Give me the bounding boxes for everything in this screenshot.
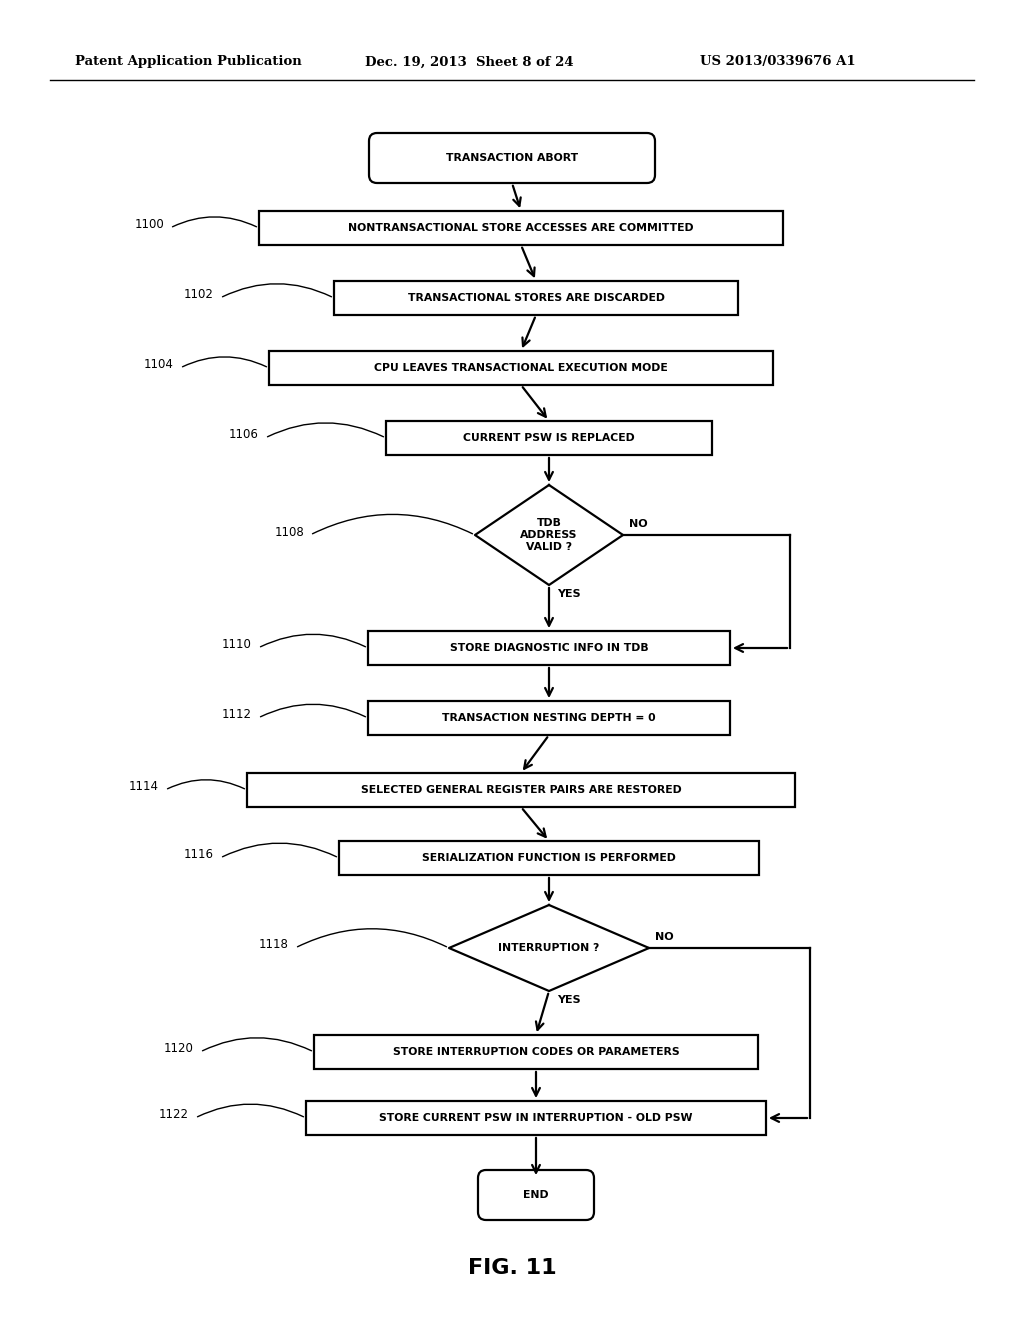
FancyBboxPatch shape (314, 1035, 758, 1069)
Text: YES: YES (557, 589, 581, 599)
Text: Patent Application Publication: Patent Application Publication (75, 55, 302, 69)
Text: US 2013/0339676 A1: US 2013/0339676 A1 (700, 55, 856, 69)
Text: CURRENT PSW IS REPLACED: CURRENT PSW IS REPLACED (463, 433, 635, 444)
Text: TRANSACTIONAL STORES ARE DISCARDED: TRANSACTIONAL STORES ARE DISCARDED (408, 293, 665, 304)
Text: TRANSACTION ABORT: TRANSACTION ABORT (445, 153, 579, 162)
Text: TDB
ADDRESS
VALID ?: TDB ADDRESS VALID ? (520, 519, 578, 552)
Text: 1104: 1104 (144, 359, 174, 371)
Text: STORE CURRENT PSW IN INTERRUPTION - OLD PSW: STORE CURRENT PSW IN INTERRUPTION - OLD … (379, 1113, 693, 1123)
Text: Dec. 19, 2013  Sheet 8 of 24: Dec. 19, 2013 Sheet 8 of 24 (365, 55, 573, 69)
FancyBboxPatch shape (339, 841, 759, 875)
FancyBboxPatch shape (368, 631, 730, 665)
Text: 1102: 1102 (184, 289, 214, 301)
FancyBboxPatch shape (306, 1101, 766, 1135)
Text: 1106: 1106 (229, 429, 259, 441)
Text: 1114: 1114 (129, 780, 159, 793)
Text: FIG. 11: FIG. 11 (468, 1258, 556, 1278)
Text: SELECTED GENERAL REGISTER PAIRS ARE RESTORED: SELECTED GENERAL REGISTER PAIRS ARE REST… (360, 785, 681, 795)
Text: TRANSACTION NESTING DEPTH = 0: TRANSACTION NESTING DEPTH = 0 (442, 713, 655, 723)
Text: STORE INTERRUPTION CODES OR PARAMETERS: STORE INTERRUPTION CODES OR PARAMETERS (392, 1047, 679, 1057)
Polygon shape (449, 906, 649, 991)
Text: 1108: 1108 (274, 525, 304, 539)
FancyBboxPatch shape (386, 421, 712, 455)
FancyBboxPatch shape (247, 774, 795, 807)
Text: 1118: 1118 (259, 939, 289, 952)
Text: NO: NO (629, 519, 647, 529)
Text: 1112: 1112 (222, 709, 252, 722)
Text: 1116: 1116 (184, 849, 214, 862)
Text: NONTRANSACTIONAL STORE ACCESSES ARE COMMITTED: NONTRANSACTIONAL STORE ACCESSES ARE COMM… (348, 223, 694, 234)
Text: CPU LEAVES TRANSACTIONAL EXECUTION MODE: CPU LEAVES TRANSACTIONAL EXECUTION MODE (374, 363, 668, 374)
Text: NO: NO (655, 932, 674, 942)
Text: 1122: 1122 (159, 1109, 189, 1122)
FancyBboxPatch shape (269, 351, 773, 385)
Text: INTERRUPTION ?: INTERRUPTION ? (499, 942, 600, 953)
FancyBboxPatch shape (334, 281, 738, 315)
Text: SERIALIZATION FUNCTION IS PERFORMED: SERIALIZATION FUNCTION IS PERFORMED (422, 853, 676, 863)
FancyBboxPatch shape (259, 211, 783, 246)
Text: 1120: 1120 (164, 1043, 194, 1056)
Polygon shape (475, 484, 623, 585)
Text: STORE DIAGNOSTIC INFO IN TDB: STORE DIAGNOSTIC INFO IN TDB (450, 643, 648, 653)
FancyBboxPatch shape (369, 133, 655, 183)
FancyBboxPatch shape (478, 1170, 594, 1220)
Text: 1110: 1110 (222, 639, 252, 652)
Text: 1100: 1100 (134, 219, 164, 231)
Text: END: END (523, 1191, 549, 1200)
FancyBboxPatch shape (368, 701, 730, 735)
Text: YES: YES (557, 995, 581, 1005)
